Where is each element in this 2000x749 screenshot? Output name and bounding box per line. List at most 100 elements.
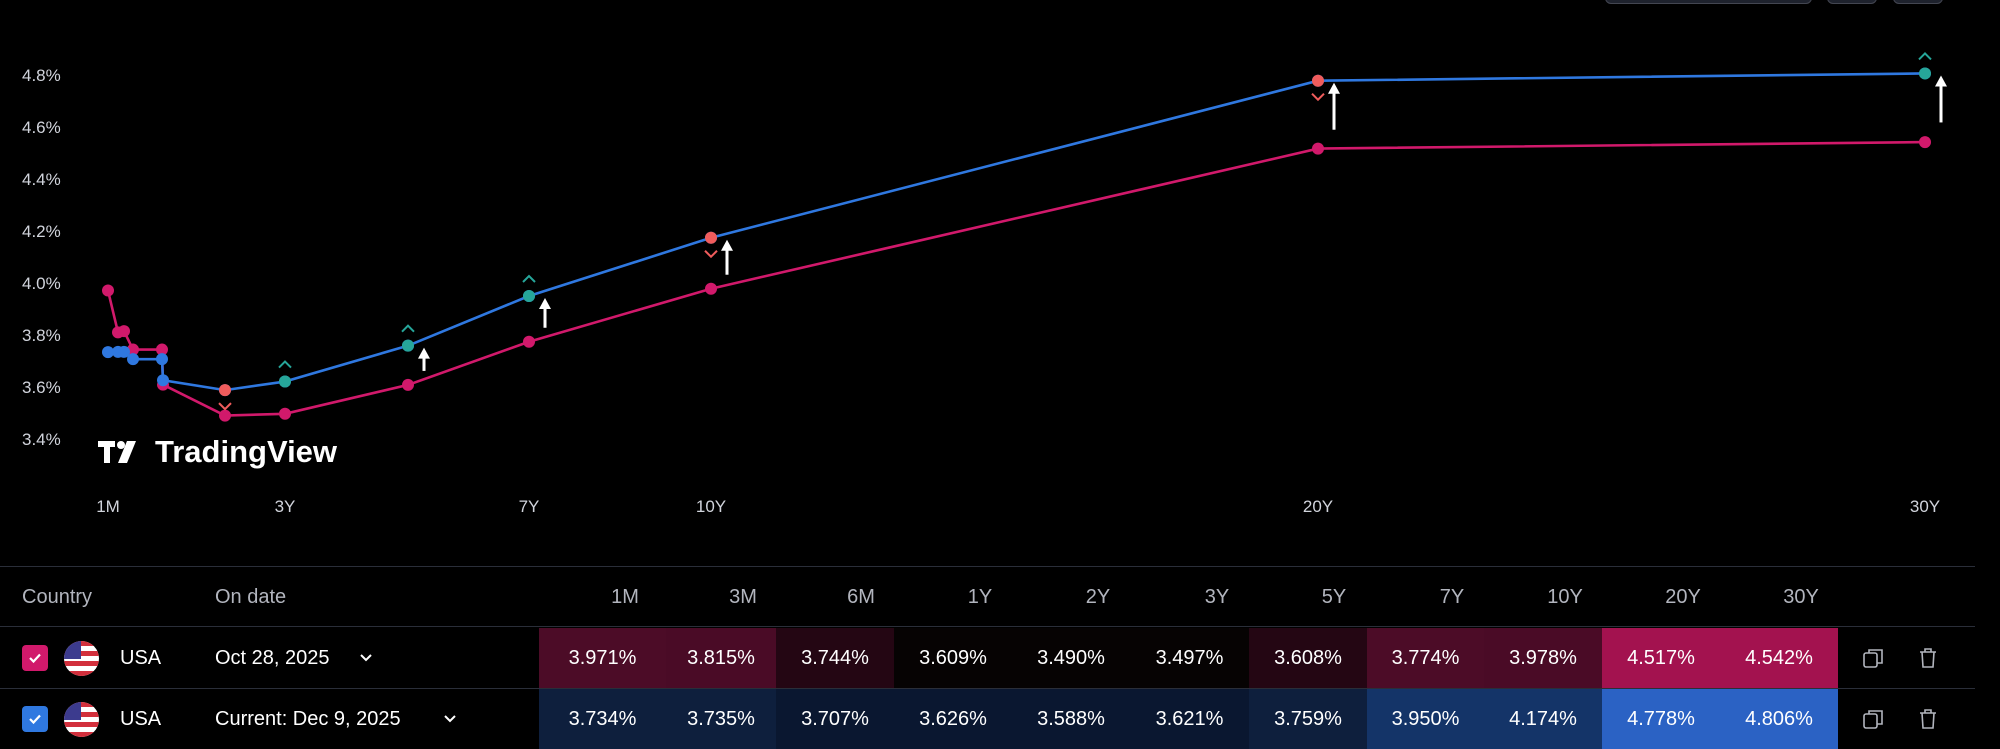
header-country: Country bbox=[22, 586, 93, 608]
header-tenor: 1Y bbox=[967, 586, 993, 608]
chevron-down-icon bbox=[218, 402, 232, 411]
series-point bbox=[156, 353, 168, 366]
y-tick-label: 4.0% bbox=[22, 274, 61, 293]
yield-cell: 3.815% bbox=[666, 628, 776, 688]
yield-cell: 3.744% bbox=[776, 628, 894, 688]
series-line-1 bbox=[107, 72, 1926, 392]
series-point bbox=[102, 346, 114, 359]
x-tick-label: 10Y bbox=[696, 497, 726, 516]
yield-cell: 3.490% bbox=[1012, 628, 1130, 688]
header-tenor: 3M bbox=[729, 586, 757, 608]
yield-cell: 3.971% bbox=[539, 628, 666, 688]
row-country: USA bbox=[120, 708, 162, 730]
change-marker-point bbox=[523, 290, 535, 302]
yield-cell: 3.735% bbox=[666, 689, 776, 749]
yield-cell: 3.588% bbox=[1012, 689, 1130, 749]
yield-cell: 3.609% bbox=[894, 628, 1012, 688]
row-date[interactable]: Oct 28, 2025 bbox=[215, 647, 330, 669]
copy-icon[interactable] bbox=[1861, 707, 1885, 731]
change-marker-point bbox=[279, 375, 291, 388]
chevron-down-icon bbox=[1311, 93, 1325, 102]
x-tick-label: 7Y bbox=[519, 497, 540, 516]
yield-cell: 3.621% bbox=[1130, 689, 1249, 749]
chevron-up-icon bbox=[278, 360, 292, 369]
chevron-down-icon[interactable] bbox=[442, 711, 458, 727]
yield-cell: 3.626% bbox=[894, 689, 1012, 749]
y-axis: 4.8% 4.6% 4.4% 4.2% 4.0% 3.8% 3.6% 3.4% bbox=[22, 66, 61, 449]
us-flag-icon bbox=[64, 641, 99, 676]
series-point bbox=[705, 282, 717, 295]
y-tick-label: 4.6% bbox=[22, 118, 61, 137]
change-marker-point bbox=[705, 231, 717, 244]
table-row: USA Oct 28, 2025 3.971% 3.815% 3.744% 3.609… bbox=[0, 628, 1975, 688]
series-point bbox=[118, 325, 130, 338]
yield-cell: 4.778% bbox=[1602, 689, 1720, 749]
chevron-down-icon[interactable] bbox=[358, 650, 374, 666]
series-point bbox=[523, 335, 535, 348]
row-divider bbox=[0, 688, 1975, 689]
header-tenor: 3Y bbox=[1204, 586, 1230, 608]
yield-cell: 4.806% bbox=[1720, 689, 1838, 749]
chevron-up-icon bbox=[401, 324, 415, 333]
header-tenor: 5Y bbox=[1321, 586, 1347, 608]
change-marker-point bbox=[1312, 74, 1324, 87]
yield-curve-chart: 4.8%4.6%4.4%4.2%4.0%3.8%3.6%3.4% 1M 3Y 7Y 1… bbox=[22, 52, 1947, 516]
y-tick-label: 3.4% bbox=[22, 430, 61, 449]
change-arrow-head bbox=[1328, 82, 1340, 94]
x-tick-label: 30Y bbox=[1910, 497, 1940, 516]
series-point bbox=[156, 343, 168, 356]
trash-icon[interactable] bbox=[1916, 646, 1940, 670]
chevron-up-icon bbox=[1918, 52, 1932, 61]
tradingview-logo-icon bbox=[98, 441, 136, 463]
yield-cell: 3.950% bbox=[1367, 689, 1484, 749]
header-tenor: 2Y bbox=[1085, 586, 1111, 608]
table-header-divider bbox=[0, 626, 1975, 627]
x-tick-label: 3Y bbox=[275, 497, 296, 516]
yield-cell: 4.542% bbox=[1720, 628, 1838, 688]
series-point bbox=[157, 374, 169, 387]
header-tenor: 1M bbox=[611, 586, 639, 608]
change-marker-point bbox=[1919, 67, 1931, 80]
row-date[interactable]: Current: Dec 9, 2025 bbox=[215, 708, 401, 730]
table-row: USA Current: Dec 9, 2025 3.734% 3.735% 3.7… bbox=[0, 689, 1975, 749]
series-point bbox=[219, 409, 231, 422]
row-country: USA bbox=[120, 647, 162, 669]
yield-cell: 4.517% bbox=[1602, 628, 1720, 688]
chevron-down-icon bbox=[704, 250, 718, 259]
yield-cell: 3.734% bbox=[539, 689, 666, 749]
trash-icon[interactable] bbox=[1916, 707, 1940, 731]
watermark-text: TradingView bbox=[155, 434, 338, 469]
y-tick-label: 4.4% bbox=[22, 170, 61, 189]
series-point bbox=[402, 378, 414, 391]
change-arrow-head bbox=[418, 347, 430, 359]
header-tenor: 7Y bbox=[1439, 586, 1465, 608]
change-arrow-head bbox=[721, 239, 733, 251]
checkmark-icon bbox=[29, 653, 41, 664]
x-axis: 1M 3Y 7Y 10Y 20Y 30Y bbox=[96, 497, 1940, 516]
series-point bbox=[102, 284, 114, 297]
series-line-0 bbox=[106, 140, 1926, 417]
series-point bbox=[127, 353, 139, 366]
row-checkbox[interactable] bbox=[22, 706, 48, 732]
header-on-date: On date bbox=[215, 586, 287, 608]
yield-cell: 4.174% bbox=[1484, 689, 1602, 749]
y-tick-label: 4.8% bbox=[22, 66, 61, 85]
yield-cell: 3.707% bbox=[776, 689, 894, 749]
x-tick-label: 20Y bbox=[1303, 497, 1333, 516]
us-flag-icon bbox=[64, 702, 99, 737]
yield-cell: 3.774% bbox=[1367, 628, 1484, 688]
change-arrow-head bbox=[1935, 75, 1947, 87]
series-point bbox=[279, 407, 291, 420]
series-point bbox=[1919, 136, 1931, 149]
series-point bbox=[127, 343, 139, 356]
header-tenor: 6M bbox=[847, 586, 875, 608]
change-marker-point bbox=[402, 339, 414, 352]
copy-icon[interactable] bbox=[1861, 646, 1885, 670]
yield-cell: 3.497% bbox=[1130, 628, 1249, 688]
header-tenor: 10Y bbox=[1547, 586, 1583, 608]
y-tick-label: 3.8% bbox=[22, 326, 61, 345]
x-tick-label: 1M bbox=[96, 497, 120, 516]
chevron-up-icon bbox=[522, 274, 536, 283]
row-checkbox[interactable] bbox=[22, 645, 48, 671]
header-tenor: 20Y bbox=[1665, 586, 1701, 608]
